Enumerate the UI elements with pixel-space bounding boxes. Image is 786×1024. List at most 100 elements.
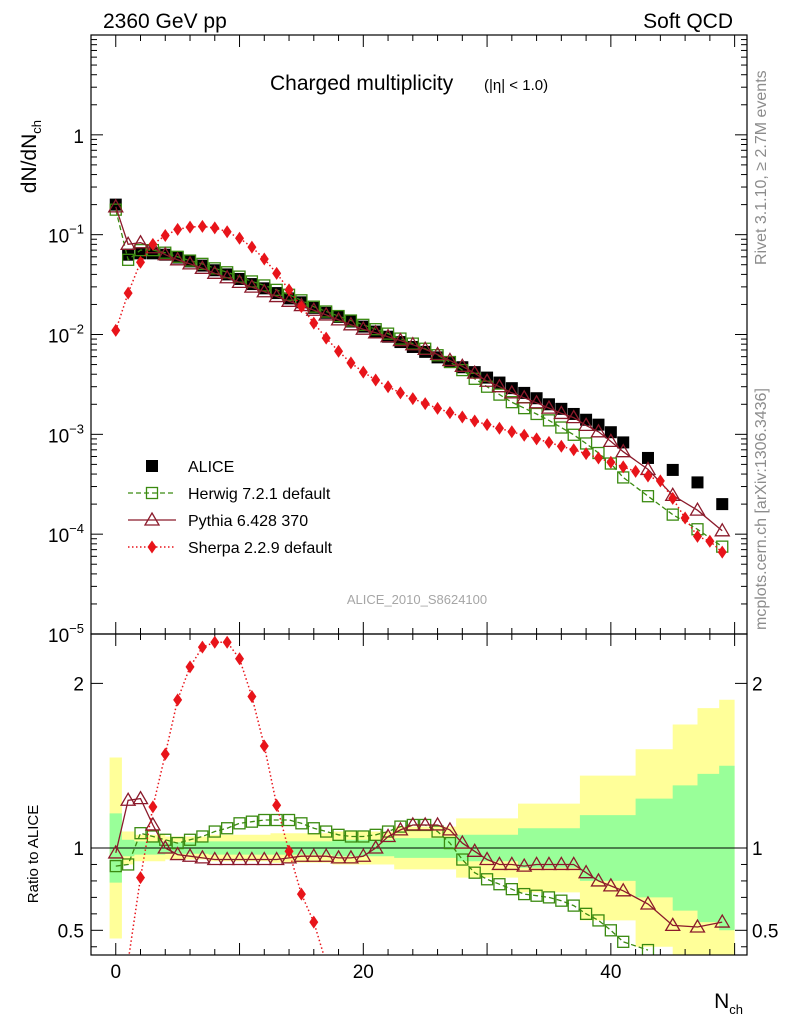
pythia-marker xyxy=(577,417,595,432)
ratio-line-sherpa xyxy=(128,641,325,955)
data-point-square xyxy=(134,247,147,260)
sherpa-marker xyxy=(618,460,628,474)
pythia-marker xyxy=(491,378,508,393)
ratio-band-outer xyxy=(109,699,735,955)
sherpa-marker xyxy=(197,640,207,654)
pythia-marker xyxy=(602,877,619,892)
sherpa-marker xyxy=(581,447,591,461)
y-tick-label-base: 1 xyxy=(73,127,84,148)
y-tick-label-base: 10 xyxy=(48,626,69,647)
herwig-marker xyxy=(542,891,556,904)
pythia-marker xyxy=(565,409,582,424)
sherpa-marker xyxy=(692,529,702,543)
herwig-marker xyxy=(530,407,543,421)
sherpa-marker xyxy=(519,428,529,442)
herwig-marker xyxy=(555,894,568,907)
pythia-marker xyxy=(478,851,496,866)
pythia-marker xyxy=(330,849,347,864)
pythia-marker xyxy=(689,918,706,933)
sherpa-marker xyxy=(408,392,418,406)
pythia-marker xyxy=(342,849,360,864)
x-axis-label: Nch xyxy=(714,990,743,1017)
herwig-marker xyxy=(431,349,444,362)
sherpa-marker xyxy=(222,635,232,649)
sherpa-marker xyxy=(124,955,133,968)
herwig-marker xyxy=(641,490,655,503)
sherpa-marker xyxy=(358,365,368,379)
herwig-marker xyxy=(233,817,246,830)
herwig-marker xyxy=(320,825,333,838)
ratio-series-group xyxy=(107,635,731,968)
herwig-marker xyxy=(258,279,271,292)
sherpa-marker xyxy=(284,283,294,297)
pythia-marker xyxy=(231,851,248,866)
pythia-marker xyxy=(429,816,446,831)
pythia-marker xyxy=(441,821,459,836)
herwig-marker xyxy=(320,305,333,318)
sherpa-marker xyxy=(173,693,183,707)
sherpa-marker xyxy=(210,635,220,649)
pythia-marker xyxy=(206,265,223,279)
sherpa-marker xyxy=(235,652,245,666)
x-tick-label: 40 xyxy=(600,962,621,983)
pythia-marker xyxy=(590,423,607,438)
y-tick-label: 10−3 xyxy=(48,421,84,447)
data-point-square xyxy=(196,259,209,272)
herwig-marker xyxy=(221,822,234,835)
herwig-marker xyxy=(208,825,221,838)
herwig-marker xyxy=(145,486,159,500)
sherpa-marker xyxy=(321,331,331,345)
sherpa-marker xyxy=(395,386,405,400)
pythia-marker xyxy=(379,828,397,843)
pythia-marker xyxy=(454,358,471,372)
herwig-marker xyxy=(183,254,197,267)
pythia-marker xyxy=(243,851,261,866)
pythia-marker xyxy=(404,336,421,351)
herwig-marker xyxy=(641,943,655,955)
ratio-y-tick-label-right: 2 xyxy=(752,674,763,695)
sherpa-marker xyxy=(160,229,170,243)
ratio-uncertainty-bands xyxy=(91,699,747,955)
herwig-marker xyxy=(431,825,444,838)
pythia-marker xyxy=(528,856,545,871)
pythia-marker xyxy=(602,433,619,448)
herwig-marker xyxy=(134,243,147,257)
pythia-marker xyxy=(491,856,508,871)
herwig-marker xyxy=(518,887,531,901)
pythia-marker xyxy=(280,293,298,307)
herwig-marker xyxy=(282,813,296,827)
pythia-marker xyxy=(144,816,162,831)
herwig-marker xyxy=(567,899,580,912)
data-point-square xyxy=(617,436,630,449)
pythia-marker xyxy=(441,352,459,367)
mcplots-label: mcplots.cern.ch [arXiv:1306.3436] xyxy=(753,388,770,630)
pythia-marker xyxy=(219,269,236,284)
pythia-marker xyxy=(615,443,632,458)
pythia-marker xyxy=(231,274,248,288)
ratio-panel-frame xyxy=(90,633,748,956)
sherpa-marker xyxy=(680,511,690,525)
sherpa-marker xyxy=(532,432,542,446)
data-point-square xyxy=(604,426,617,439)
pythia-marker xyxy=(466,364,483,379)
pythia-marker xyxy=(528,394,545,409)
main-axis-ticks: 10−510−410−310−210−11 xyxy=(48,35,747,647)
pythia-marker xyxy=(503,856,520,871)
sherpa-marker xyxy=(173,222,183,236)
sherpa-marker xyxy=(123,286,133,300)
ratio-y-tick-label-right: 0.5 xyxy=(752,921,778,942)
sherpa-marker xyxy=(136,871,146,885)
y-tick-label-exponent: −5 xyxy=(69,621,84,636)
ratio-axis-ticks: 0.5 0.51 12 20 20 40 xyxy=(58,634,778,983)
pythia-marker xyxy=(243,278,261,293)
herwig-marker xyxy=(196,257,209,271)
data-point-square xyxy=(666,463,679,476)
sherpa-marker xyxy=(457,410,467,424)
pythia-marker xyxy=(516,389,533,404)
main-series-group xyxy=(107,198,731,559)
herwig-marker xyxy=(344,830,358,843)
pythia-marker xyxy=(194,849,211,864)
y-tick-label: 10−4 xyxy=(48,521,84,547)
sherpa-marker xyxy=(296,300,306,314)
